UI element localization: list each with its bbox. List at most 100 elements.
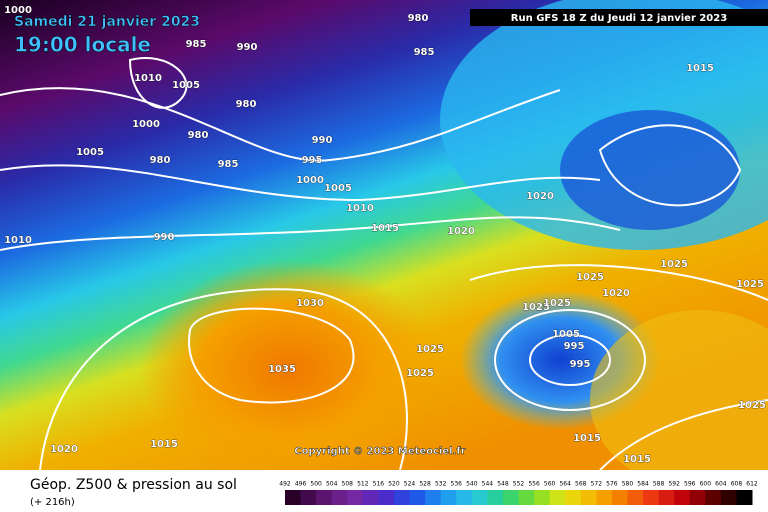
colorbar-label: 524 [404,481,416,488]
isobar-label: 1025 [660,259,688,270]
isobar-label: 1005 [552,329,580,340]
isobar-label: 1005 [172,80,200,91]
colorbar-swatch [565,490,582,505]
isobar-label: 995 [564,341,585,352]
colorbar-swatch [518,490,535,505]
valid-date: Samedi 21 janvier 2023 [14,14,200,30]
isobar-label: 1030 [296,298,324,309]
colorbar-swatch [643,490,660,505]
colorbar-label: 532 [435,481,447,488]
isobar-label: 990 [154,232,175,243]
colorbar-label: 540 [466,481,478,488]
colorbar-swatch [720,490,737,505]
isobar-label: 1015 [686,63,714,74]
isobar-label: 985 [218,159,239,170]
isobar-label: 1000 [132,119,160,130]
colorbar-label: 560 [544,481,556,488]
colorbar-label: 568 [575,481,587,488]
colorbar-swatch [549,490,566,505]
colorbar-label: 600 [700,481,712,488]
isobar [599,399,768,471]
colorbar-label: 512 [357,481,369,488]
colorbar-label: 592 [668,481,680,488]
isobar-label: 1020 [526,191,554,202]
isobar-label: 1010 [346,203,374,214]
colorbar-label: 588 [653,481,665,488]
colorbar-swatch [440,490,457,505]
colorbar-label: 604 [715,481,727,488]
colorbar-swatch [316,490,333,505]
isobar-label: 1020 [447,226,475,237]
colorbar-label: 528 [419,481,431,488]
isobar [188,307,355,404]
colorbar-swatch [285,490,302,505]
colorbar-label: 544 [482,481,494,488]
isobar-label: 985 [186,39,207,50]
colorbar-label: 496 [295,481,307,488]
isobar [128,57,188,109]
colorbar-swatch [689,490,706,505]
colorbar-label: 508 [342,481,354,488]
colorbar-swatch [471,490,488,505]
colorbar-swatch [331,490,348,505]
isobar-label: 1025 [736,279,764,290]
isobar [494,309,646,411]
isobar-label: 990 [237,42,258,53]
isobar-label: 980 [150,155,171,166]
colorbar-label: 556 [528,481,540,488]
colorbar-swatch [456,490,473,505]
isobar-label: 1000 [296,175,324,186]
colorbar-label: 576 [606,481,618,488]
isobar-label: 980 [408,13,429,24]
isobar-label: 995 [302,155,323,166]
isobar-label: 1015 [623,454,651,465]
colorbar-swatch [378,490,395,505]
colorbar-swatch [596,490,613,505]
colorbar-swatch [674,490,691,505]
field-blob [560,110,740,230]
colorbar-swatch [580,490,597,505]
isobar-label: 1025 [576,272,604,283]
isobar-label: 990 [312,135,333,146]
colorbar-swatch [393,490,411,505]
isobar-label: 1015 [573,433,601,444]
colorbar-swatch [627,490,644,505]
isobar-label: 1005 [76,147,104,158]
colorbar-label: 564 [559,481,571,488]
colorbar-swatch [658,490,675,505]
colorbar-label: 612 [746,481,758,488]
colorbar-label: 536 [451,481,463,488]
colorbar-swatch [611,490,628,505]
isobar-label: 1025 [416,344,444,355]
isobars [0,57,768,471]
colorbar: 492 496 500 504 508 512 516 520 524 528 532 536 540 5… [279,481,758,505]
isobar-label: 1000 [4,5,32,16]
isobar [529,334,611,386]
colorbar-label: 552 [513,481,525,488]
isobar-label: 980 [188,130,209,141]
colorbar-label: 608 [731,481,743,488]
colorbar-swatch [736,490,753,505]
isobar [39,288,408,471]
colorbar-label: 580 [622,481,634,488]
isobar-labels: 1000 980 985 990 985 1015 1010 1005 980 1000 980 99… [4,5,766,466]
colorbar-swatch [705,490,722,505]
isobar-label: 1025 [543,298,571,309]
colorbar-swatch [347,490,364,505]
colorbar-label: 584 [637,481,649,488]
isobar-label: 1010 [134,73,162,84]
isobar-label: 1025 [738,400,766,411]
isobar [0,164,601,202]
isobar [469,264,768,301]
isobar-label: 1020 [602,288,630,299]
isobar-label: 1025 [522,302,550,313]
footer-title: Géop. Z500 & pression au sol [30,477,237,493]
field-blob [590,310,768,490]
colorbar-label: 548 [497,481,509,488]
colorbar-label: 504 [326,481,338,488]
isobar-label: 1005 [324,183,352,194]
colorbar-label: 492 [279,481,291,488]
colorbar-swatch [502,490,519,505]
colorbar-swatch [487,490,504,505]
